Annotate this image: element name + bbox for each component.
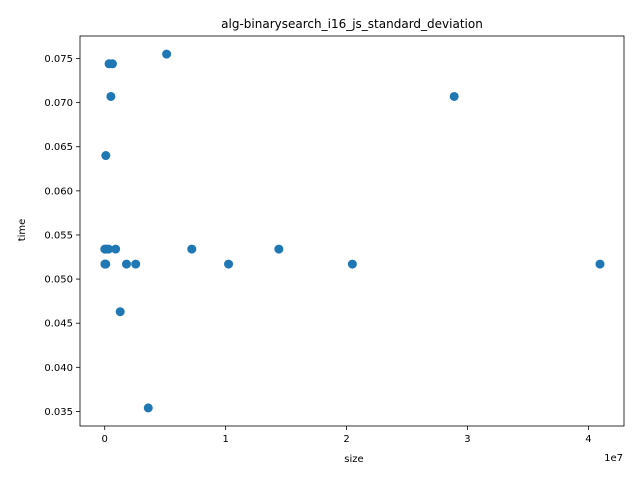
- x-tick-label: 4: [585, 434, 591, 445]
- y-tick-label: 0.075: [44, 54, 73, 65]
- data-point: [111, 244, 121, 254]
- data-point: [162, 49, 172, 59]
- data-point: [347, 259, 357, 269]
- data-point: [101, 259, 111, 269]
- data-point: [107, 59, 117, 69]
- y-tick-label: 0.050: [44, 275, 73, 286]
- y-tick-label: 0.060: [44, 186, 73, 197]
- data-point: [121, 259, 131, 269]
- data-point: [187, 244, 197, 254]
- x-axis-label: size: [344, 454, 363, 465]
- axes-frame: [79, 35, 625, 427]
- chart-title: alg-binarysearch_i16_js_standard_deviati…: [221, 17, 483, 31]
- data-point: [274, 244, 284, 254]
- y-tick-label: 0.065: [44, 142, 73, 153]
- y-tick-label: 0.070: [44, 98, 73, 109]
- data-point: [595, 259, 605, 269]
- y-axis-label: time: [17, 219, 28, 242]
- y-tick-label: 0.035: [44, 407, 73, 418]
- data-point: [143, 403, 153, 413]
- data-point: [104, 244, 114, 254]
- x-axis-offset-label: 1e7: [604, 453, 623, 464]
- data-point: [224, 259, 234, 269]
- data-point: [106, 91, 116, 101]
- x-tick-label: 1: [222, 434, 228, 445]
- x-tick-label: 2: [343, 434, 349, 445]
- x-tick-label: 0: [102, 434, 108, 445]
- data-point: [115, 307, 125, 317]
- y-tick-label: 0.040: [44, 363, 73, 374]
- plot-area: 0 1 2 3 4 0.035 0.040 0.045 0.050 0.055 0.060 0.065…: [44, 35, 625, 445]
- data-point: [101, 151, 111, 161]
- data-point: [449, 91, 459, 101]
- y-tick-label: 0.055: [44, 230, 73, 241]
- data-point: [131, 259, 141, 269]
- y-tick-label: 0.045: [44, 319, 73, 330]
- x-tick-label: 3: [464, 434, 470, 445]
